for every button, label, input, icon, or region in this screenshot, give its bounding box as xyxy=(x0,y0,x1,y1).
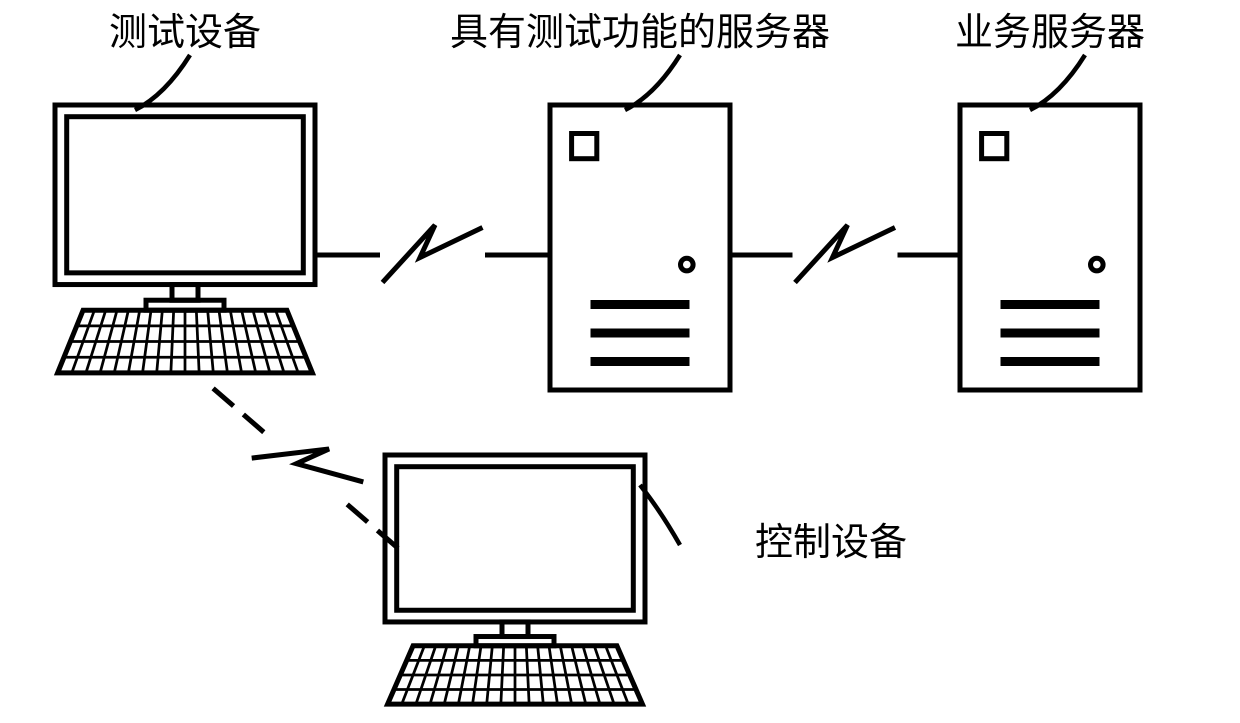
node-test_server xyxy=(550,105,730,390)
link-test_device-test_server xyxy=(315,225,550,283)
label-test_device: 测试设备 xyxy=(109,12,261,54)
node-control_device xyxy=(385,455,645,704)
leader-biz_server xyxy=(1030,55,1085,110)
label-biz_server: 业务服务器 xyxy=(955,12,1145,54)
node-test_device xyxy=(55,105,315,373)
label-control_device: 控制设备 xyxy=(755,522,907,564)
leader-test_device xyxy=(135,55,190,110)
node-biz_server xyxy=(960,105,1140,390)
leader-test_server xyxy=(625,55,680,110)
label-test_server: 具有测试功能的服务器 xyxy=(450,12,830,54)
link-test_server-biz_server xyxy=(730,225,960,283)
link-test_device-control_device xyxy=(215,390,400,550)
